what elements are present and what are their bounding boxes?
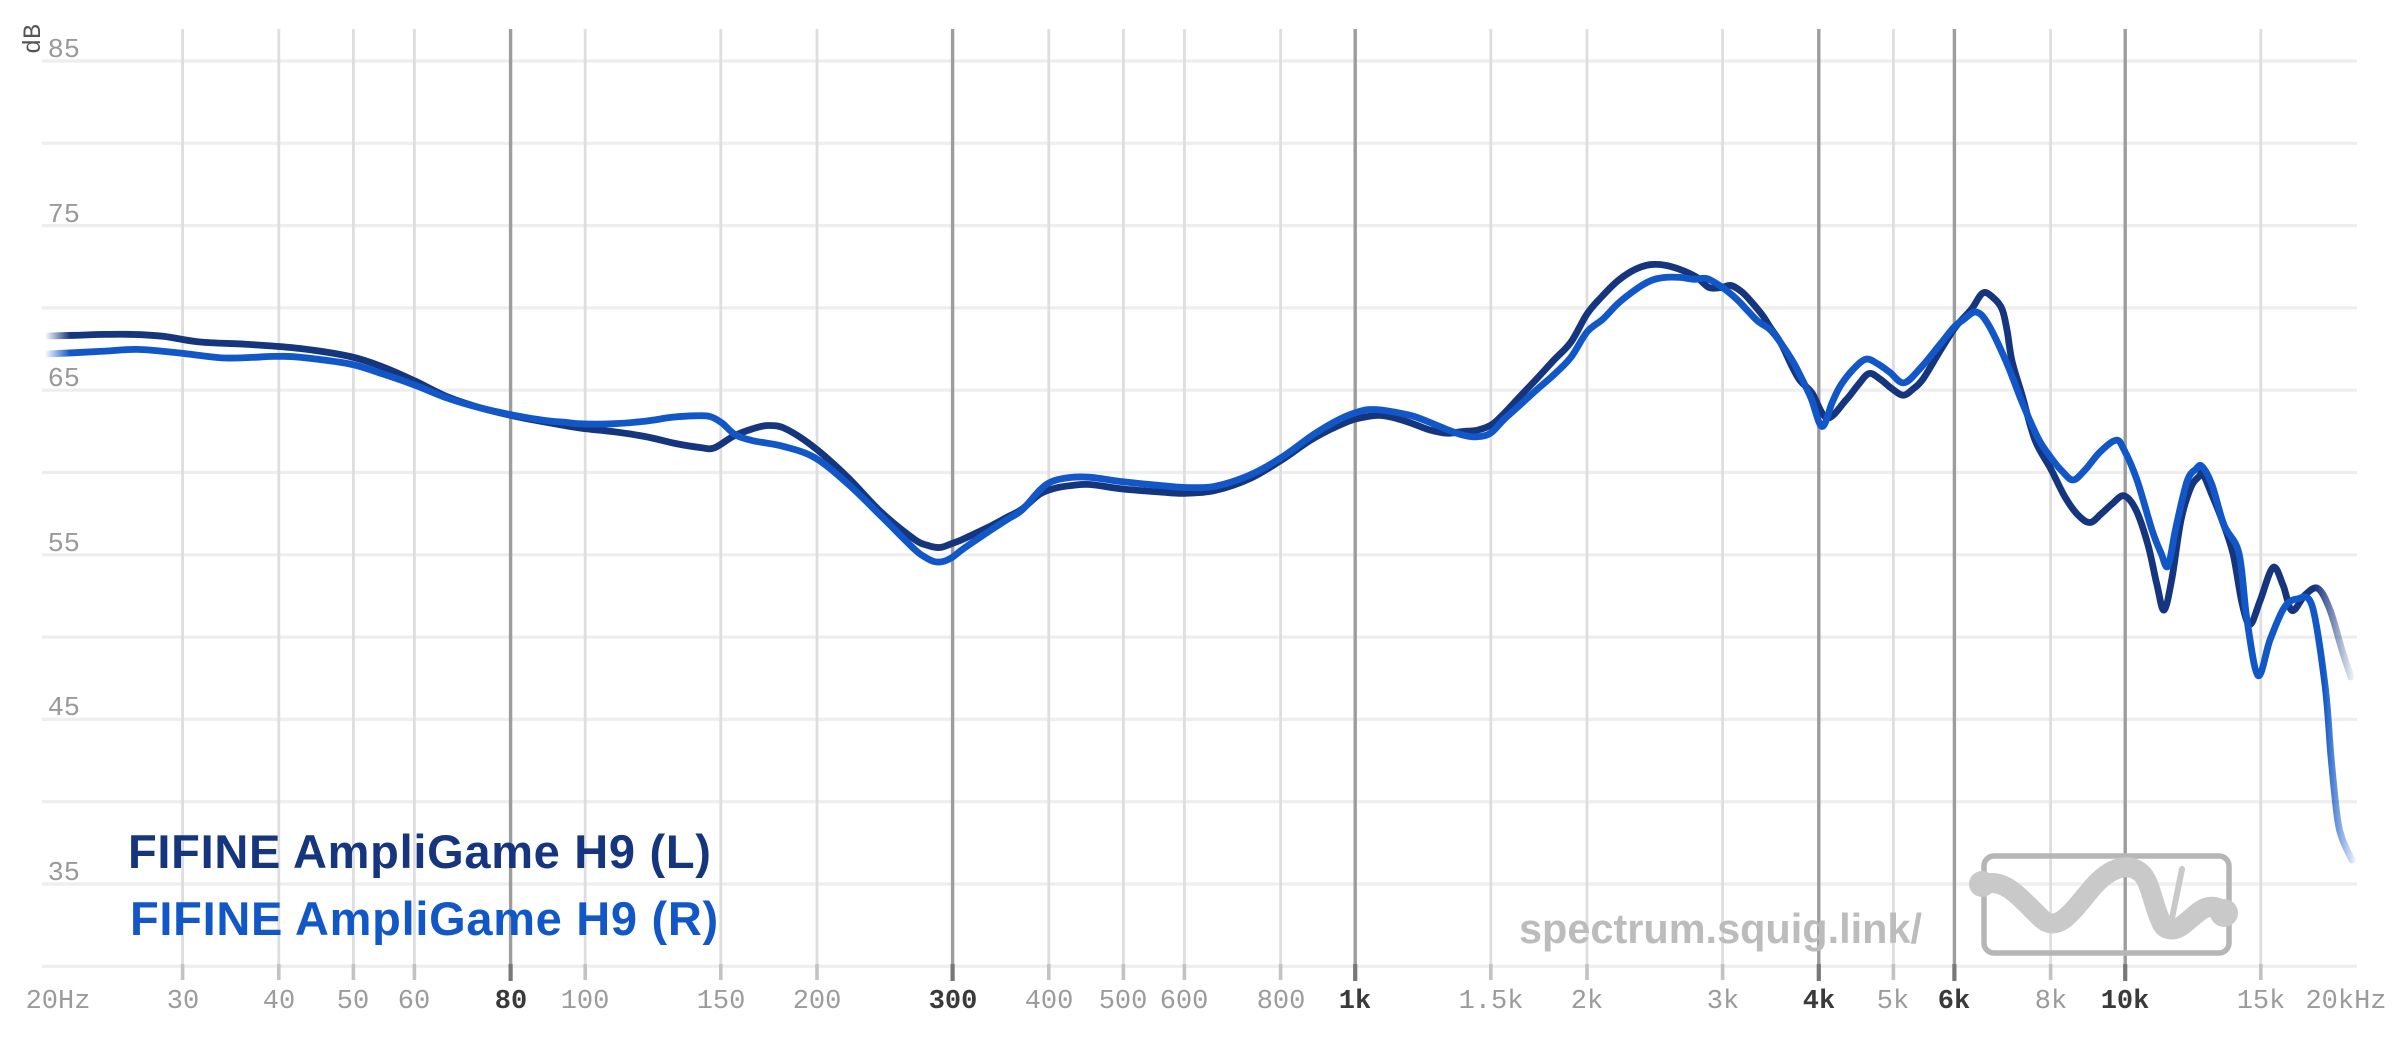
svg-text:45: 45	[48, 694, 80, 724]
svg-text:30: 30	[167, 987, 199, 1017]
svg-text:65: 65	[48, 365, 80, 395]
svg-text:60: 60	[398, 987, 430, 1017]
svg-text:8k: 8k	[2035, 987, 2067, 1017]
svg-text:15k: 15k	[2237, 987, 2286, 1017]
svg-text:400: 400	[1025, 987, 1074, 1017]
svg-text:200: 200	[793, 987, 842, 1017]
svg-text:5k: 5k	[1877, 987, 1909, 1017]
svg-text:1.5k: 1.5k	[1459, 987, 1524, 1017]
svg-text:150: 150	[697, 987, 746, 1017]
svg-text:85: 85	[48, 36, 80, 66]
svg-text:10k: 10k	[2101, 987, 2150, 1017]
svg-text:35: 35	[48, 859, 80, 889]
svg-text:20Hz: 20Hz	[26, 987, 91, 1017]
svg-text:4k: 4k	[1803, 987, 1835, 1017]
svg-text:2k: 2k	[1571, 987, 1603, 1017]
svg-text:1k: 1k	[1339, 987, 1371, 1017]
svg-text:500: 500	[1099, 987, 1148, 1017]
svg-text:50: 50	[337, 987, 369, 1017]
svg-text:FIFINE AmpliGame H9 (R): FIFINE AmpliGame H9 (R)	[130, 892, 719, 945]
svg-text:40: 40	[263, 987, 295, 1017]
svg-text:600: 600	[1160, 987, 1209, 1017]
svg-text:3k: 3k	[1707, 987, 1739, 1017]
svg-text:spectrum.squig.link/: spectrum.squig.link/	[1519, 905, 1922, 952]
svg-text:dB: dB	[19, 24, 48, 54]
svg-text:55: 55	[48, 530, 80, 560]
svg-text:20kHz: 20kHz	[2305, 987, 2386, 1017]
svg-text:300: 300	[929, 987, 978, 1017]
svg-text:6k: 6k	[1938, 987, 1970, 1017]
svg-text:FIFINE AmpliGame H9 (L): FIFINE AmpliGame H9 (L)	[128, 825, 712, 878]
svg-text:100: 100	[561, 987, 610, 1017]
svg-text:75: 75	[48, 201, 80, 231]
svg-text:800: 800	[1257, 987, 1306, 1017]
svg-text:80: 80	[495, 987, 527, 1017]
